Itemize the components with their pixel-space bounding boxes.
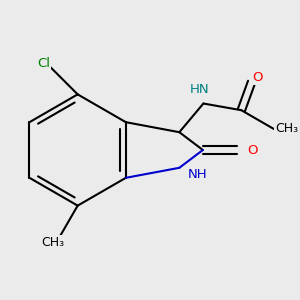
Text: O: O [253, 71, 263, 84]
Text: HN: HN [189, 83, 209, 96]
Text: CH₃: CH₃ [41, 236, 64, 249]
Text: CH₃: CH₃ [275, 122, 298, 135]
Text: Cl: Cl [37, 57, 50, 70]
Text: NH: NH [188, 168, 207, 181]
Text: O: O [247, 143, 257, 157]
